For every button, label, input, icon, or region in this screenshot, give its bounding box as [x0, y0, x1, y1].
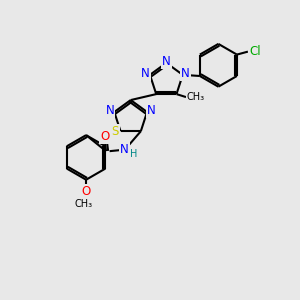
Text: S: S — [112, 125, 119, 138]
Text: O: O — [100, 130, 109, 143]
Text: N: N — [141, 67, 150, 80]
Text: N: N — [162, 55, 171, 68]
Text: N: N — [147, 104, 156, 117]
Text: CH₃: CH₃ — [74, 199, 92, 209]
Text: N: N — [106, 104, 114, 117]
Text: CH₃: CH₃ — [186, 92, 205, 102]
Text: N: N — [120, 143, 129, 156]
Text: O: O — [82, 185, 91, 198]
Text: Cl: Cl — [249, 45, 260, 58]
Text: N: N — [181, 67, 190, 80]
Text: H: H — [130, 149, 138, 159]
